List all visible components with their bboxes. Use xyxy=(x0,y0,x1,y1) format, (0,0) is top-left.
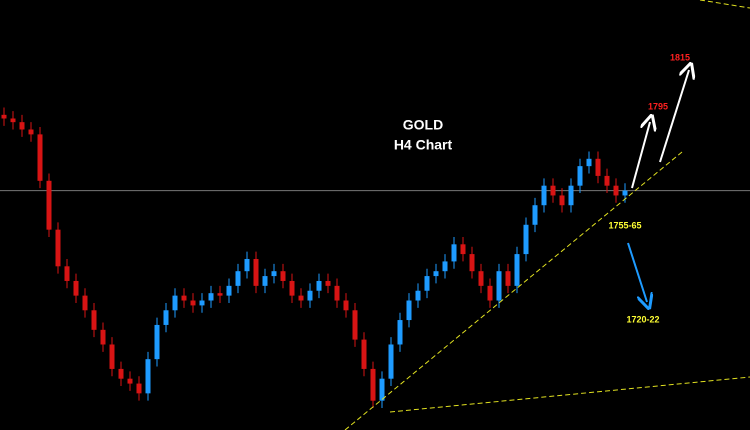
candle-body xyxy=(613,185,619,196)
candle-body xyxy=(217,293,223,296)
candle-body xyxy=(352,310,358,340)
candle-body xyxy=(118,368,124,379)
candle-body xyxy=(235,271,241,286)
candle-body xyxy=(514,254,520,286)
candle-body xyxy=(523,224,529,255)
candle-body xyxy=(82,295,88,311)
candle-body xyxy=(208,293,214,301)
candle-body xyxy=(586,158,592,167)
candle-body xyxy=(145,359,151,394)
candle-body xyxy=(199,300,205,306)
candle-body xyxy=(460,244,466,255)
candle-body xyxy=(271,271,277,277)
candle-body xyxy=(397,320,403,345)
candle-body xyxy=(181,295,187,301)
candle-body xyxy=(55,229,61,267)
candle-body xyxy=(442,261,448,272)
candle-body xyxy=(280,271,286,281)
candle-body xyxy=(172,295,178,311)
candle-body xyxy=(451,244,457,262)
candle-body xyxy=(532,205,538,225)
candle-body xyxy=(622,190,628,196)
candle-body xyxy=(127,378,133,384)
candle-body xyxy=(325,280,331,286)
candle-body xyxy=(487,285,493,301)
candle-body xyxy=(343,300,349,311)
candle-body xyxy=(559,195,565,206)
candle-body xyxy=(46,180,52,230)
candle-body xyxy=(19,122,25,130)
annotation: 1720-22 xyxy=(626,314,659,324)
candle-body xyxy=(370,368,376,401)
candle-body xyxy=(577,166,583,186)
candle-body xyxy=(334,285,340,301)
candle-body xyxy=(154,324,160,360)
candle-body xyxy=(73,280,79,296)
candle-body xyxy=(415,290,421,301)
candle-body xyxy=(226,285,232,296)
candle-body xyxy=(253,258,259,286)
candle-body xyxy=(289,280,295,296)
candle-body xyxy=(469,254,475,272)
candle-body xyxy=(496,271,502,301)
annotation: 1755-65 xyxy=(608,220,641,230)
trendline xyxy=(699,0,750,9)
chart-title: GOLD xyxy=(403,117,443,133)
candle-body xyxy=(541,185,547,206)
candle-body xyxy=(424,276,430,291)
candle-body xyxy=(478,271,484,286)
arrow xyxy=(631,122,650,189)
candle-body xyxy=(244,258,250,272)
candle-body xyxy=(550,185,556,196)
candle-body xyxy=(163,310,169,325)
candle-body xyxy=(64,266,70,281)
candle-body xyxy=(604,175,610,186)
trendline xyxy=(389,376,750,413)
candle-body xyxy=(568,185,574,206)
candle-body xyxy=(109,344,115,369)
trendline xyxy=(344,151,683,430)
candle-body xyxy=(136,383,142,394)
annotation: 1815 xyxy=(670,52,690,62)
candle-body xyxy=(433,271,439,277)
candle-body xyxy=(379,378,385,401)
candle-body xyxy=(91,310,97,330)
candle-body xyxy=(505,271,511,286)
candle-body xyxy=(388,344,394,379)
chart-subtitle: H4 Chart xyxy=(394,137,453,153)
candle-body xyxy=(10,118,16,123)
candle-body xyxy=(262,276,268,286)
candle-body xyxy=(28,129,34,135)
candle-body xyxy=(1,114,7,119)
candle-body xyxy=(595,158,601,176)
candle-body xyxy=(361,339,367,369)
candle-body xyxy=(190,300,196,306)
arrow xyxy=(659,70,689,163)
arrow xyxy=(627,242,647,302)
candle-body xyxy=(316,280,322,291)
candle-body xyxy=(298,295,304,301)
candle-body xyxy=(406,300,412,321)
candle-body xyxy=(307,290,313,301)
annotation: 1795 xyxy=(648,101,668,111)
candle-body xyxy=(37,134,43,181)
candle-body xyxy=(100,329,106,345)
candles xyxy=(0,107,750,409)
